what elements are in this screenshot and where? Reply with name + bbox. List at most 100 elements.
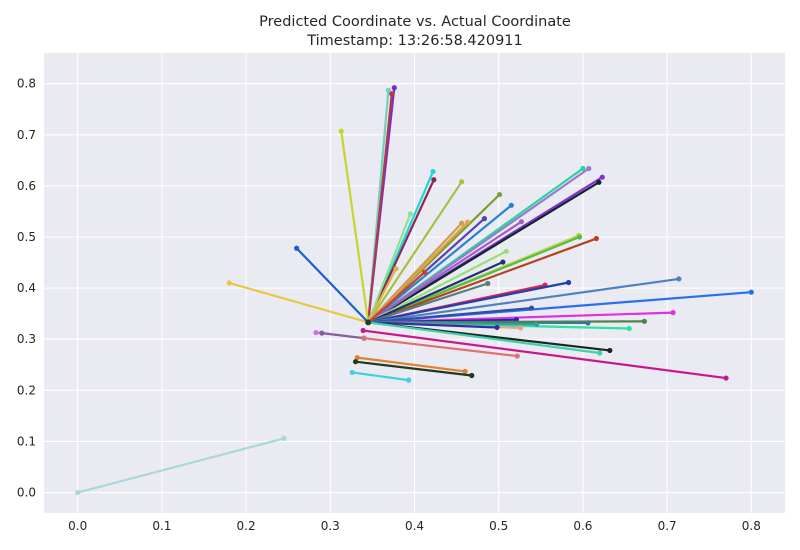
segment-line xyxy=(367,220,523,324)
y-tick-label: 0.2 xyxy=(17,383,36,397)
chart-title: Predicted Coordinate vs. Actual Coordina… xyxy=(259,14,571,30)
segment-line xyxy=(367,282,489,324)
y-tick-label: 0.6 xyxy=(17,179,36,193)
segment-line xyxy=(76,437,286,494)
y-tick-label: 0.4 xyxy=(17,281,36,295)
segment-end-point xyxy=(393,266,399,272)
segment-start-point xyxy=(226,280,232,286)
segment-end-point xyxy=(406,377,412,383)
segment-end-point xyxy=(748,289,754,295)
segment-line xyxy=(320,331,366,340)
segment-line xyxy=(367,204,513,324)
segment-line xyxy=(367,181,601,324)
segment-line xyxy=(340,130,370,324)
segment-line xyxy=(295,247,370,324)
segment-end-point xyxy=(422,269,428,275)
segment-end-point xyxy=(459,220,465,226)
y-tick-label: 0.1 xyxy=(17,434,36,448)
segment-start-point xyxy=(319,330,325,336)
segment-end-point xyxy=(485,280,491,287)
segment-line xyxy=(367,321,601,355)
segment-line xyxy=(351,371,410,382)
segment-line xyxy=(367,281,570,324)
segment-end-point xyxy=(528,305,535,311)
segment-end-point xyxy=(462,368,468,375)
segment-end-point xyxy=(464,219,471,225)
segment-line xyxy=(367,277,681,324)
x-tick-label: 0.5 xyxy=(489,519,508,533)
segment-end-point xyxy=(533,321,540,327)
segment-start-point xyxy=(349,369,355,376)
x-tick-label: 0.4 xyxy=(405,519,424,533)
segments xyxy=(75,85,754,496)
segment-49 xyxy=(352,359,475,379)
segment-end-point xyxy=(514,353,520,359)
segment-end-point xyxy=(459,179,465,185)
segment-line xyxy=(367,321,499,329)
segment-line xyxy=(228,281,370,324)
x-tick-label: 0.1 xyxy=(152,519,171,533)
grid xyxy=(44,53,785,513)
segment-end-point xyxy=(518,219,525,225)
y-tick-label: 0.0 xyxy=(17,486,36,500)
segment-line xyxy=(354,360,473,377)
segment-end-point xyxy=(481,216,487,222)
segment-line xyxy=(367,271,426,324)
segment-start-point xyxy=(294,245,300,251)
segment-end-point xyxy=(676,276,682,282)
y-tick-label: 0.7 xyxy=(17,128,36,142)
y-tick-label: 0.3 xyxy=(17,332,36,346)
segment-end-point xyxy=(576,234,583,240)
segment-line xyxy=(367,178,435,324)
segment-start-point xyxy=(352,359,359,365)
segment-end-point xyxy=(431,177,437,183)
segment-end-point xyxy=(391,85,397,91)
chart-subtitle: Timestamp: 13:26:58.420911 xyxy=(306,33,523,49)
segment-start-point xyxy=(313,329,319,336)
segment-line xyxy=(367,237,598,324)
segment-end-point xyxy=(641,318,647,324)
x-tick-label: 0.6 xyxy=(573,519,592,533)
segment-end-point xyxy=(500,259,506,265)
segment-line xyxy=(367,222,463,324)
x-tick-label: 0.0 xyxy=(68,519,87,533)
segment-start-point xyxy=(354,355,360,361)
segment-line xyxy=(367,167,590,324)
segment-end-point xyxy=(385,87,391,93)
y-tick-label: 0.5 xyxy=(17,230,36,244)
segment-line xyxy=(367,92,393,324)
x-axis-ticks: 0.0 0.1 0.2 0.3 0.4 0.5 0.6 0.7 0.8 xyxy=(68,519,761,533)
segment-end-point xyxy=(607,347,613,354)
segment-line xyxy=(356,356,467,373)
segment-end-point xyxy=(723,375,729,381)
segment-line xyxy=(367,306,533,324)
x-tick-label: 0.7 xyxy=(658,519,677,533)
segment-46 xyxy=(361,335,520,359)
segment-line xyxy=(367,267,398,324)
segment-end-point xyxy=(593,235,599,242)
segment-end-point xyxy=(517,325,524,331)
segment-end-point xyxy=(503,248,509,254)
segment-line xyxy=(367,180,463,324)
segment-end-point xyxy=(430,168,436,175)
segment-end-point xyxy=(389,91,395,97)
segment-48 xyxy=(354,355,468,375)
segment-line xyxy=(367,250,508,324)
y-tick-label: 0.8 xyxy=(17,77,36,91)
hub-point xyxy=(365,319,372,326)
segment-end-point xyxy=(469,372,475,379)
segment-end-point xyxy=(508,202,514,208)
segment-end-point xyxy=(407,211,413,217)
segment-end-point xyxy=(281,435,287,441)
segment-50 xyxy=(349,369,412,383)
x-tick-label: 0.2 xyxy=(237,519,256,533)
segment-line xyxy=(367,235,581,324)
y-axis-ticks: 0.0 0.1 0.2 0.3 0.4 0.5 0.6 0.7 0.8 xyxy=(17,77,36,500)
segment-end-point xyxy=(586,165,592,172)
segment-line xyxy=(362,329,728,380)
segment-end-point xyxy=(599,174,605,180)
segment-line xyxy=(362,337,519,358)
segment-line xyxy=(367,212,412,324)
segment-end-point xyxy=(338,128,344,134)
